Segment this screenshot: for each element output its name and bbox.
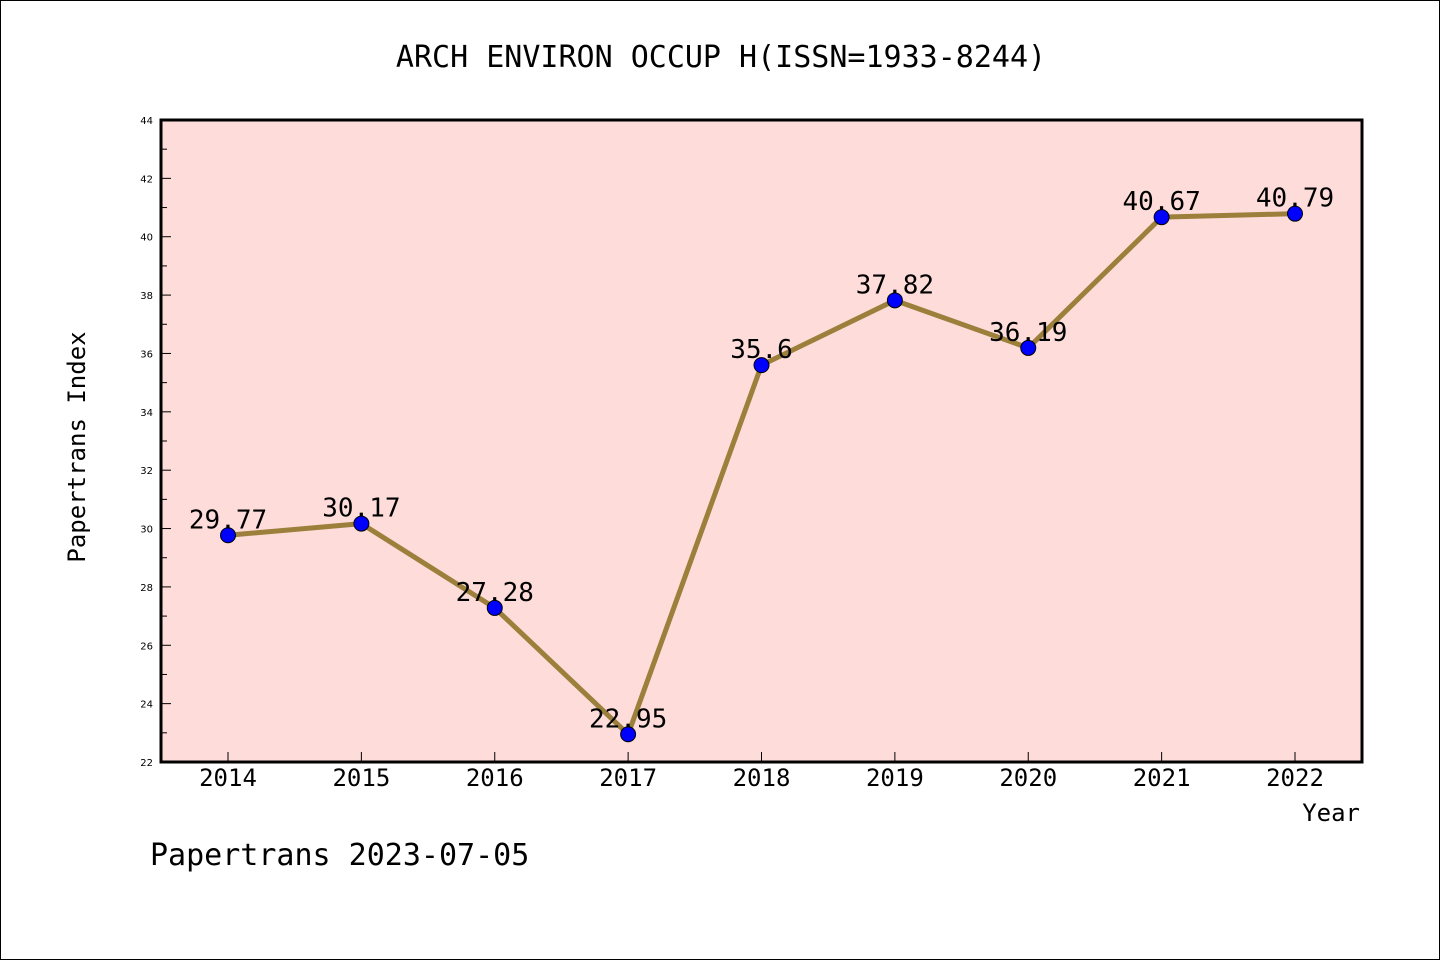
data-point (486, 599, 503, 616)
data-label: 29.77 (189, 505, 267, 535)
data-point (753, 357, 770, 374)
data-label: 30.17 (322, 494, 400, 524)
x-tick-label: 2014 (199, 764, 257, 792)
y-tick-label: 26 (140, 641, 153, 652)
y-tick-label: 38 (140, 291, 153, 302)
y-tick-label: 40 (140, 233, 153, 244)
x-tick-label: 2020 (999, 764, 1057, 792)
x-tick-label: 2018 (733, 764, 791, 792)
data-point (1153, 209, 1170, 226)
chart-title: ARCH ENVIRON OCCUP H(ISSN=1933-8244) (396, 40, 1046, 75)
x-tick-label: 2019 (866, 764, 924, 792)
data-point (620, 726, 637, 743)
data-label: 40.79 (1256, 184, 1334, 214)
y-tick-label: 30 (140, 525, 153, 536)
y-axis-label: Papertrans Index (63, 331, 91, 562)
data-label: 35.6 (730, 335, 793, 365)
footer-date-stamp: Papertrans 2023-07-05 (150, 838, 529, 873)
points-layer (220, 205, 1303, 743)
data-label: 40.67 (1122, 187, 1200, 217)
x-axis-label: Year (1302, 799, 1360, 827)
data-labels: 29.77 30.17 27.28 22.95 35.6 37.82 36.19 40.67 4… (189, 184, 1334, 735)
data-label: 27.28 (456, 578, 534, 608)
data-label: 36.19 (989, 318, 1067, 348)
x-axis-ticks: 2014 2015 2016 2017 2018 2019 2020 2021 2022 (199, 752, 1324, 792)
x-tick-label: 2015 (332, 764, 390, 792)
y-tick-label: 44 (140, 116, 153, 127)
y-tick-label: 34 (140, 408, 153, 419)
plot-area (159, 118, 1364, 764)
x-tick-label: 2022 (1266, 764, 1324, 792)
y-tick-label: 28 (140, 583, 153, 594)
x-tick-label: 2017 (599, 764, 657, 792)
y-tick-label: 24 (140, 700, 153, 711)
y-tick-label: 42 (140, 174, 153, 185)
data-point (1020, 339, 1037, 356)
x-tick-label: 2021 (1133, 764, 1191, 792)
y-tick-label: 22 (140, 758, 153, 769)
data-point (886, 292, 903, 309)
y-tick-label: 32 (140, 466, 153, 477)
y-tick-label: 36 (140, 349, 153, 360)
data-point (353, 515, 370, 532)
x-tick-label: 2016 (466, 764, 524, 792)
data-point (220, 527, 236, 544)
data-point (1287, 205, 1303, 222)
data-label: 22.95 (589, 704, 667, 734)
y-axis-ticks: 22 24 26 28 30 32 34 36 38 40 42 44 (140, 116, 171, 769)
data-label: 37.82 (856, 270, 934, 300)
